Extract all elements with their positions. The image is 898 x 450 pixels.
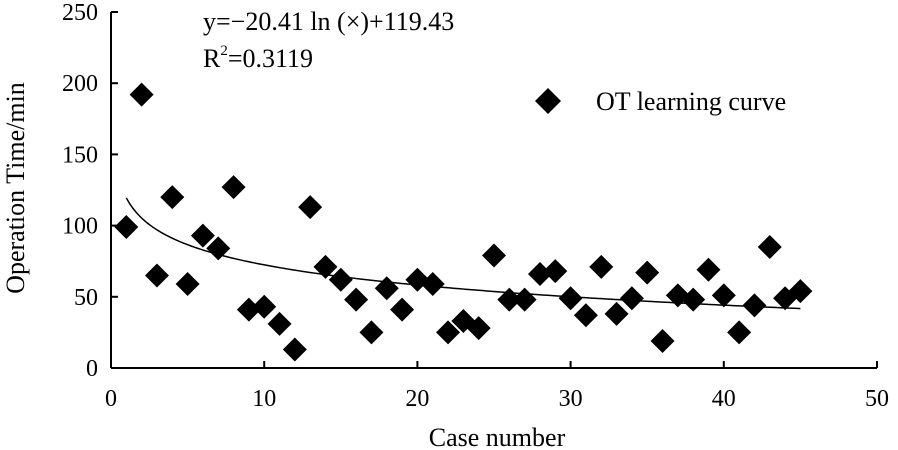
- x-tick-label: 10: [252, 386, 276, 412]
- data-point-diamond: [129, 82, 154, 107]
- data-point-diamond: [160, 185, 185, 210]
- data-point-diamond: [558, 286, 583, 311]
- legend-marker-diamond: [535, 88, 561, 114]
- data-point-diamond: [221, 175, 246, 200]
- data-point-diamond: [681, 287, 706, 312]
- data-point-diamond: [420, 271, 445, 296]
- data-point-diamond: [252, 294, 277, 319]
- y-tick-label: 0: [86, 356, 98, 382]
- x-tick-label: 40: [712, 386, 736, 412]
- data-point-diamond: [589, 254, 614, 279]
- data-point-diamond: [313, 254, 338, 279]
- data-point-diamond: [282, 337, 307, 362]
- data-point-diamond: [742, 293, 767, 318]
- data-point-diamond: [497, 287, 522, 312]
- legend: OT learning curve: [535, 87, 786, 116]
- x-axis-ticks: 0 10 20 30 40 50: [105, 361, 889, 412]
- y-tick-label: 100: [62, 214, 98, 240]
- x-tick-label: 20: [405, 386, 429, 412]
- data-point-diamond: [206, 236, 231, 261]
- data-point-diamond: [711, 283, 736, 308]
- data-point-diamond: [482, 243, 506, 268]
- y-axis-title: Operation Time/min: [1, 82, 30, 294]
- x-tick-label: 30: [559, 386, 583, 412]
- data-point-diamond: [466, 316, 491, 341]
- data-point-diamond: [328, 267, 353, 292]
- y-axis-ticks: 0 50 100 150 200 250: [62, 0, 118, 382]
- data-point-diamond: [635, 260, 660, 285]
- data-point-diamond: [527, 262, 552, 287]
- x-tick-label: 0: [105, 386, 117, 412]
- data-point-diamond: [190, 223, 215, 248]
- x-axis-title: Case number: [429, 423, 566, 450]
- x-tick-label: 50: [865, 386, 889, 412]
- data-point-diamond: [436, 320, 461, 345]
- data-point-diamond: [359, 320, 384, 345]
- data-point-diamond: [650, 328, 675, 353]
- data-point-diamond: [374, 276, 399, 301]
- data-point-diamond: [696, 257, 721, 282]
- data-point-diamond: [757, 234, 782, 259]
- data-point-diamond: [543, 259, 568, 284]
- y-tick-label: 150: [62, 142, 98, 168]
- data-point-diamond: [573, 303, 598, 328]
- data-point-diamond: [114, 215, 139, 240]
- r-squared-symbol: R: [203, 44, 221, 73]
- data-point-diamond: [175, 271, 200, 296]
- data-point-diamond: [512, 287, 537, 312]
- r-squared-superscript: 2: [220, 43, 228, 59]
- data-point-diamond: [788, 279, 813, 304]
- y-tick-label: 50: [74, 285, 98, 311]
- y-tick-label: 250: [62, 0, 98, 26]
- y-tick-label: 200: [62, 71, 98, 97]
- r-squared-label: R2=0.3119: [203, 43, 313, 73]
- data-point-diamond: [298, 195, 323, 220]
- data-point-diamond: [344, 287, 369, 312]
- data-points: [114, 82, 813, 362]
- data-point-diamond: [267, 311, 292, 336]
- data-point-diamond: [390, 297, 415, 322]
- data-point-diamond: [236, 297, 261, 322]
- trendline-equation: y=−20.41 ln (×)+119.43: [203, 7, 454, 36]
- trendline: [125, 197, 801, 310]
- axes: [110, 12, 877, 369]
- data-point-diamond: [619, 286, 644, 311]
- r-squared-value: =0.3119: [228, 44, 313, 73]
- data-point-diamond: [144, 263, 169, 288]
- legend-label: OT learning curve: [596, 87, 786, 116]
- data-point-diamond: [727, 320, 752, 345]
- data-point-diamond: [604, 301, 629, 326]
